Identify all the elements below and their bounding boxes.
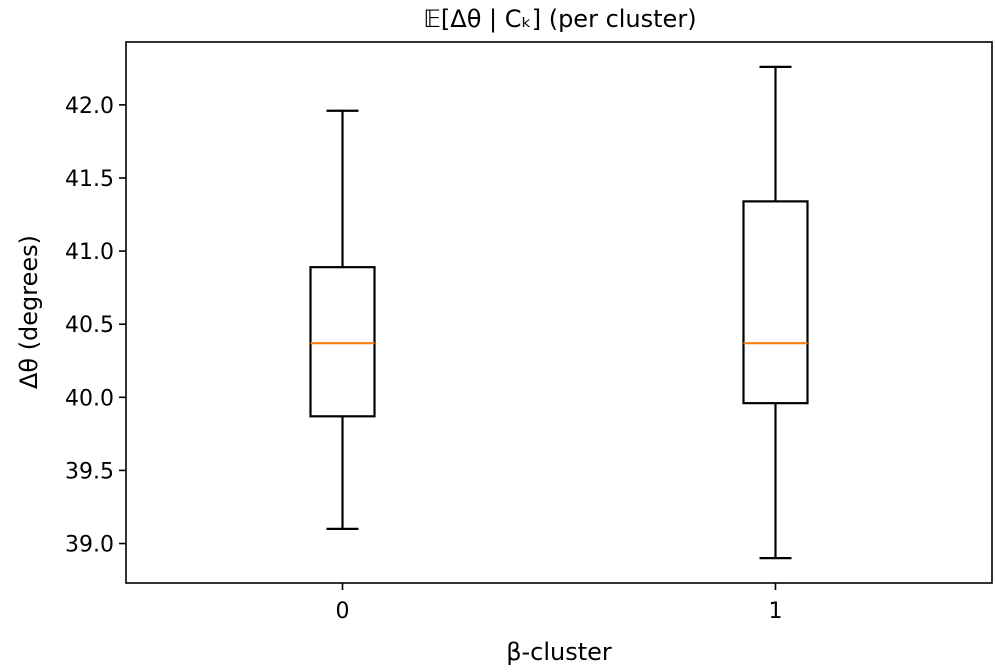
box-1: [742, 65, 809, 560]
x-axis-label: β-cluster: [506, 638, 612, 666]
y-tick-label: 41.5: [65, 167, 114, 192]
x-tick-label: 0: [336, 599, 350, 624]
box-0: [309, 109, 376, 531]
y-tick-label: 41.0: [65, 240, 114, 265]
iqr-box: [742, 200, 809, 405]
boxes: [309, 65, 809, 560]
y-tick-label: 39.0: [65, 533, 114, 558]
y-tick-label: 42.0: [65, 94, 114, 119]
y-tick-label: 39.5: [65, 459, 114, 484]
chart-title: 𝔼[Δθ | Cₖ] (per cluster): [423, 5, 696, 33]
plot-frame: [125, 41, 993, 584]
y-tick-label: 40.5: [65, 313, 114, 338]
x-tick-label: 1: [769, 599, 783, 624]
y-axis: 39.0 39.5 40.0 40.5 41.0 41.5 42.0: [65, 94, 126, 558]
y-tick-label: 40.0: [65, 386, 114, 411]
iqr-box: [309, 266, 376, 418]
y-axis-label: Δθ (degrees): [15, 235, 43, 389]
